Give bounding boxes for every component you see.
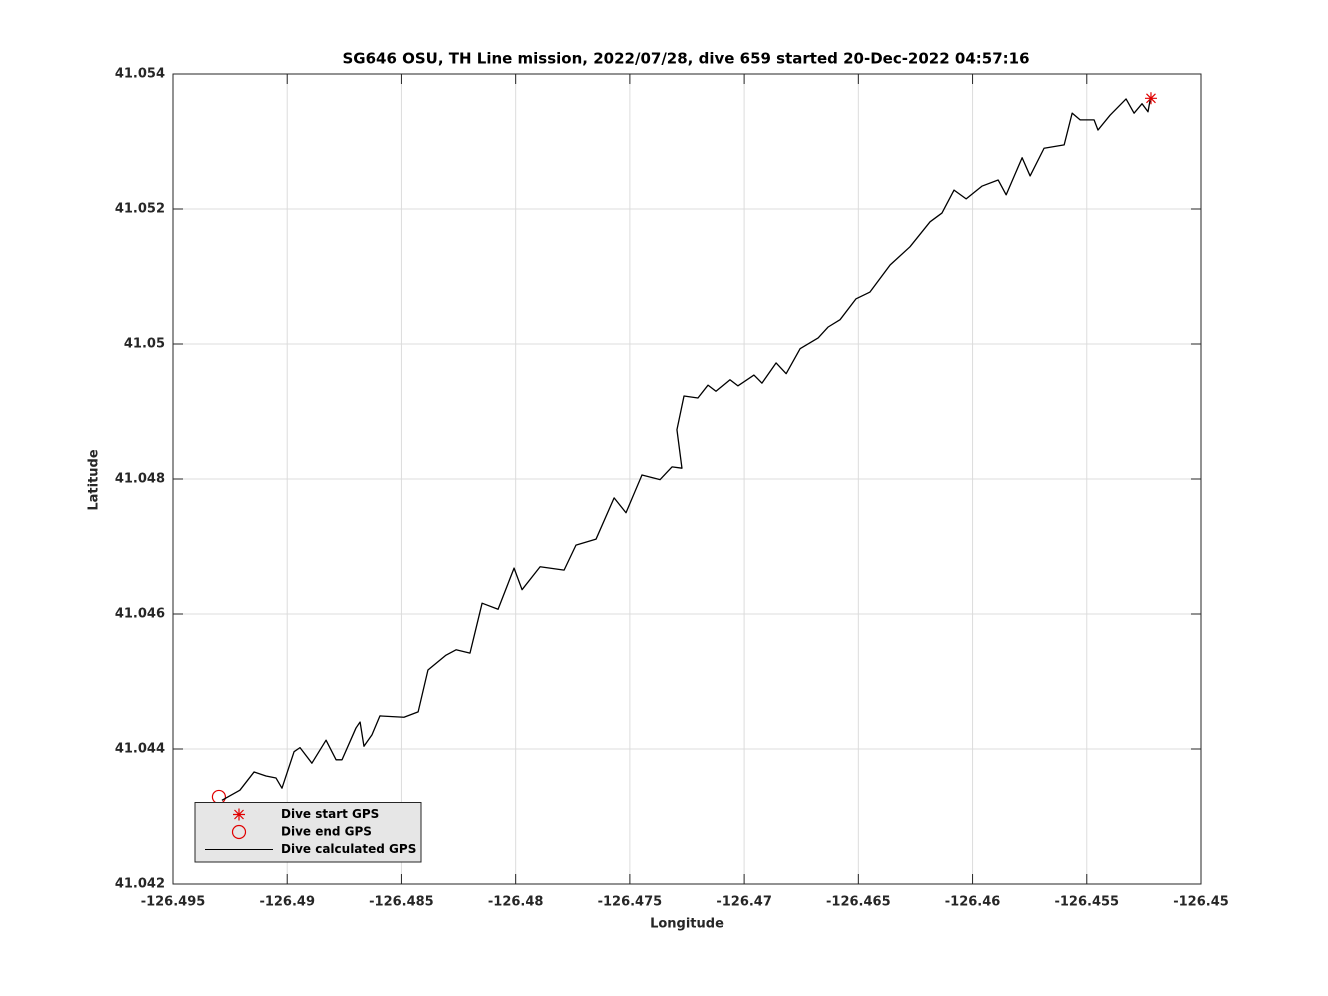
marker-circle xyxy=(211,789,227,805)
y-tick-label: 41.046 xyxy=(115,607,165,622)
x-tick-label: -126.48 xyxy=(488,895,544,910)
x-tick-label: -126.49 xyxy=(259,895,315,910)
y-tick-label: 41.054 xyxy=(115,67,165,82)
axes-box xyxy=(172,73,1202,885)
y-tick-label: 41.044 xyxy=(115,742,165,757)
legend-label: Dive end GPS xyxy=(281,825,372,839)
y-tick-label: 41.05 xyxy=(124,337,165,352)
marker-star xyxy=(233,808,245,821)
y-tick-label: 41.048 xyxy=(115,472,165,487)
x-tick-label: -126.465 xyxy=(826,895,891,910)
x-tick-label: -126.455 xyxy=(1054,895,1119,910)
legend-label: Dive start GPS xyxy=(281,807,379,821)
x-tick-label: -126.485 xyxy=(369,895,434,910)
legend: Dive start GPS Dive end GPS Dive calculate… xyxy=(194,802,422,863)
x-tick-label: -126.47 xyxy=(716,895,772,910)
y-axis-label: Latitude xyxy=(87,449,102,511)
marker-circle xyxy=(231,824,247,840)
chart-title: SG646 OSU, TH Line mission, 2022/07/28, … xyxy=(342,50,1029,68)
track-line xyxy=(221,98,1151,801)
legend-label: Dive calculated GPS xyxy=(281,842,416,856)
y-tick-label: 41.042 xyxy=(115,877,165,892)
x-tick-label: -126.46 xyxy=(945,895,1001,910)
y-tick-label: 41.052 xyxy=(115,202,165,217)
x-tick-label: -126.495 xyxy=(141,895,206,910)
marker-star xyxy=(1144,92,1157,105)
x-tick-label: -126.45 xyxy=(1173,895,1229,910)
x-tick-label: -126.475 xyxy=(598,895,663,910)
x-axis-label: Longitude xyxy=(650,917,724,932)
